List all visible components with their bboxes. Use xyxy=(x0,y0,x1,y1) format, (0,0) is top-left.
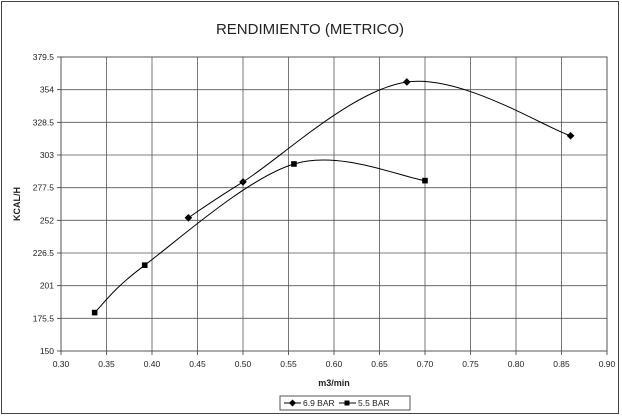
y-tick-label: 226.5 xyxy=(33,248,55,258)
y-tick-label: 252 xyxy=(40,215,54,225)
y-tick-label: 150 xyxy=(40,346,54,356)
data-point-5-5-bar xyxy=(291,161,297,167)
y-tick-label: 277.5 xyxy=(33,183,55,193)
y-axis-label: KCAL/H xyxy=(12,187,22,221)
data-point-6-9-bar xyxy=(184,213,193,222)
legend-marker-6-9-bar xyxy=(289,399,296,407)
x-tick-label: 0.35 xyxy=(98,359,115,369)
y-tick-label: 328.5 xyxy=(33,117,55,127)
x-tick-label: 0.40 xyxy=(144,359,161,369)
data-point-6-9-bar xyxy=(403,78,411,86)
series-line-5-5-bar xyxy=(94,159,426,313)
legend: 6.9 BAR 5.5 BAR xyxy=(279,395,411,411)
x-tick-label: 0.70 xyxy=(417,359,434,369)
y-tick-label: 354 xyxy=(40,85,54,95)
y-tick-label: 303 xyxy=(40,150,54,160)
legend-label-5-5-bar: 5.5 BAR xyxy=(358,398,390,408)
legend-label-6-9-bar: 6.9 BAR xyxy=(303,398,335,408)
legend-marker-5-5-bar xyxy=(344,400,350,406)
x-tick-label: 0.30 xyxy=(53,359,70,369)
x-axis-label: m3/min xyxy=(318,378,350,388)
x-tick-label: 0.85 xyxy=(553,359,570,369)
x-tick-label: 0.55 xyxy=(280,359,297,369)
y-tick-label: 201 xyxy=(40,281,54,291)
y-tick-label: 175.5 xyxy=(33,313,55,323)
data-point-5-5-bar xyxy=(422,177,428,184)
x-tick-label: 0.80 xyxy=(508,359,525,369)
x-tick-label: 0.50 xyxy=(235,359,252,369)
series-layer xyxy=(91,78,575,316)
grid-layer xyxy=(57,56,608,355)
x-tick-label: 0.90 xyxy=(599,359,616,369)
tick-labels: 0.30 0.35 0.40 0.45 0.50 0.55 0.60 0.65 0.70 0.75… xyxy=(33,52,616,369)
data-point-6-9-bar xyxy=(239,178,247,186)
x-tick-label: 0.60 xyxy=(326,359,343,369)
data-point-5-5-bar xyxy=(141,262,148,268)
data-point-5-5-bar xyxy=(91,309,98,316)
y-tick-label: 379.5 xyxy=(33,52,55,62)
x-tick-label: 0.75 xyxy=(462,359,479,369)
data-point-6-9-bar xyxy=(566,131,575,140)
series-line-6-9-bar xyxy=(188,80,571,219)
x-tick-label: 0.65 xyxy=(371,359,388,369)
x-tick-label: 0.45 xyxy=(189,359,206,369)
chart-title: RENDIMIENTO (METRICO) xyxy=(216,21,404,38)
